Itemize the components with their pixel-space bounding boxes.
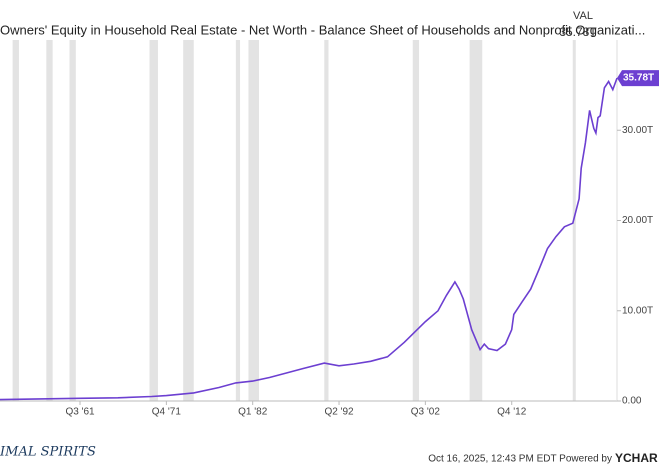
x-tick-label: Q4 '12	[497, 407, 527, 418]
end-label: 35.78T	[623, 73, 654, 84]
y-tick-label: 10.00T	[622, 305, 653, 316]
recession-band	[412, 40, 420, 401]
end-tag	[617, 70, 659, 87]
recession-band	[469, 40, 483, 401]
recession-band	[324, 40, 329, 401]
value-header: VAL	[573, 10, 593, 22]
x-tick-label: Q4 '71	[152, 407, 182, 418]
recession-band	[12, 40, 19, 401]
footer-brand: YCHAR	[615, 451, 658, 465]
footer: Oct 16, 2025, 12:43 PM EDT Powered by	[428, 454, 612, 465]
recession-band	[149, 40, 158, 401]
latest-value: 35.78T	[559, 25, 597, 39]
plot	[12, 40, 576, 401]
recession-band	[235, 40, 241, 401]
y-tick-label: 20.00T	[622, 215, 653, 226]
y-tick-label: 30.00T	[622, 125, 653, 136]
data-line	[0, 77, 618, 401]
x-tick-label: Q3 '61	[65, 407, 95, 418]
recession-band	[248, 40, 260, 401]
recession-band	[183, 40, 194, 401]
recession-band	[46, 40, 53, 401]
x-tick-label: Q2 '92	[324, 407, 354, 418]
brand: IMAL SPIRITS	[0, 445, 96, 460]
y-tick-label: 0.00	[622, 396, 642, 407]
recession-band	[69, 40, 76, 401]
chart-title: Owners' Equity in Household Real Estate …	[0, 22, 645, 37]
x-tick-label: Q3 '02	[411, 407, 441, 418]
x-tick-label: Q1 '82	[238, 407, 268, 418]
